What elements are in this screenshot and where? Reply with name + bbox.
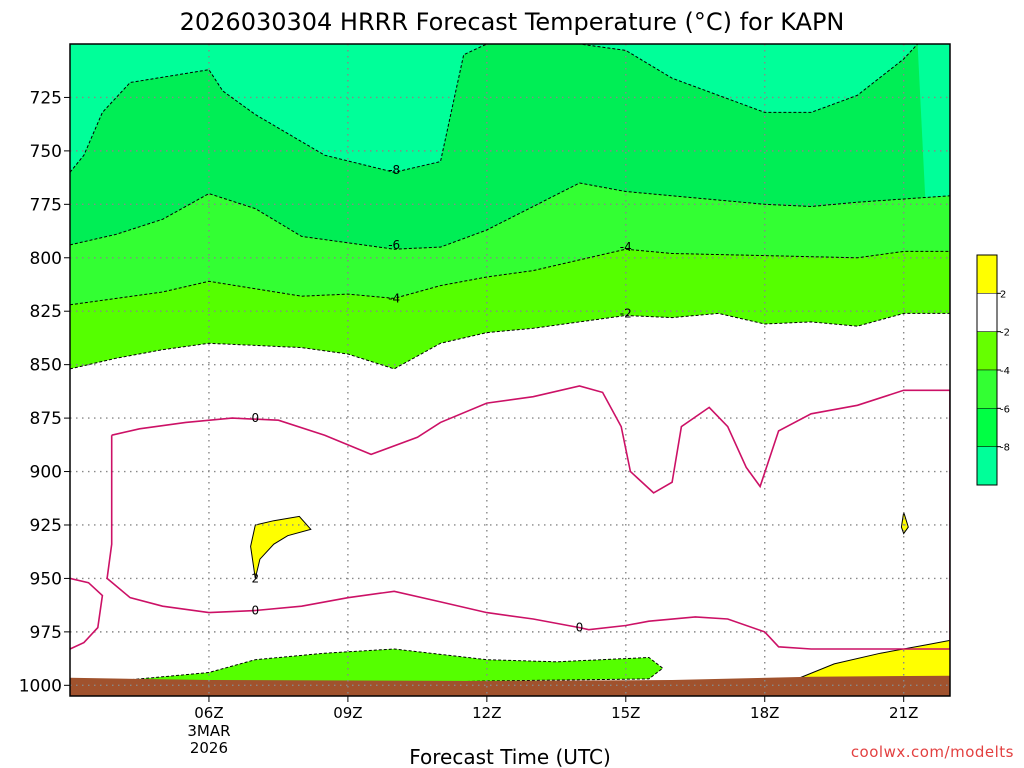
y-tick-label: 775	[30, 195, 62, 215]
isotherm-line-minus6	[70, 182, 950, 250]
isotherm-line-minus4	[70, 248, 950, 306]
y-tick-label: 1000	[19, 676, 62, 696]
contour-label: 0	[251, 603, 259, 617]
contour-label: -2	[620, 306, 632, 320]
x-axis-label: Forecast Time (UTC)	[409, 745, 611, 768]
y-tick-label: 825	[30, 302, 62, 322]
contour-label: -6	[388, 238, 400, 252]
y-tick-label: 875	[30, 409, 62, 429]
y-tick-label: 925	[30, 516, 62, 536]
plot-area: -8 -6 -4 -4 -2 0 0 0 2 725 750 775 800 825 850 875 900 92…	[19, 43, 1010, 757]
x-tick-label: 15Z	[611, 704, 640, 722]
zero-isotherm-line-2	[70, 577, 104, 650]
ground-surface	[70, 675, 950, 696]
credit-link-text: coolwx.com/modelts	[851, 743, 1014, 761]
colorbar-label: 2	[1000, 289, 1006, 300]
x-tick-label: 18Z	[750, 704, 779, 722]
contour-label: 0	[576, 621, 584, 635]
y-tick-label: 950	[30, 569, 62, 589]
colorbar-swatch	[976, 254, 998, 294]
y-tick-label: 975	[30, 623, 62, 643]
colorbar-swatch	[976, 331, 998, 371]
contour-label: -4	[620, 240, 632, 254]
y-tick-label: 800	[30, 249, 62, 269]
x-tick-label: 09Z	[333, 704, 362, 722]
colorbar-label: -6	[1000, 404, 1010, 415]
colorbar-swatch	[976, 446, 998, 486]
fill-warm-region-2	[900, 512, 909, 535]
fill-band--2	[70, 313, 950, 696]
colorbar-swatch	[976, 293, 998, 332]
contour-label: -8	[388, 163, 400, 177]
fill-warm-region-3	[797, 639, 950, 680]
contour-label: 0	[251, 411, 259, 425]
x-tick-date-label: 3MAR	[187, 722, 230, 740]
contour-label: -4	[388, 291, 400, 305]
colorbar-swatch	[976, 369, 998, 409]
y-tick-label: 725	[30, 88, 62, 108]
plot-frame	[69, 43, 951, 697]
chart-title: 2026030304 HRRR Forecast Temperature (°C…	[180, 8, 845, 36]
x-tick-label: 06Z	[194, 704, 223, 722]
zero-isotherm-line-1	[106, 385, 950, 650]
x-tick-label: 12Z	[472, 704, 501, 722]
colorbar-label: -4	[1000, 366, 1010, 377]
colorbar-label: -2	[1000, 328, 1010, 339]
colorbar-label: -8	[1000, 443, 1010, 454]
contour-label: 2	[251, 571, 259, 585]
plot-fill-group: -8 -6 -4 -4 -2 0 0 0 2	[70, 44, 950, 696]
y-tick-label: 750	[30, 142, 62, 162]
y-tick-label: 900	[30, 463, 62, 483]
fill-warm-region-1	[250, 515, 312, 579]
x-tick-label: 21Z	[889, 704, 918, 722]
isotherm-line-minus8	[70, 44, 918, 173]
y-tick-label: 850	[30, 356, 62, 376]
x-tick-date-label: 2026	[190, 739, 228, 757]
colorbar-swatch	[976, 408, 998, 447]
